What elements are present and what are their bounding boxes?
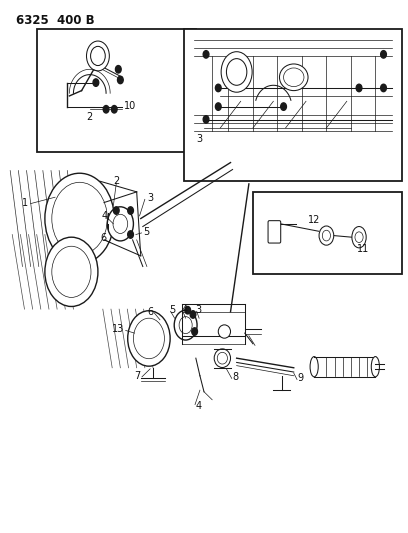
Bar	[253, 192, 402, 274]
Circle shape	[203, 116, 209, 123]
Circle shape	[128, 231, 133, 238]
Circle shape	[226, 59, 247, 85]
Text: 4: 4	[102, 211, 108, 221]
Circle shape	[215, 103, 221, 110]
Circle shape	[185, 306, 191, 314]
Text: 3: 3	[195, 305, 201, 315]
Text: 1: 1	[22, 198, 29, 207]
Text: 7: 7	[135, 371, 141, 381]
Text: 6: 6	[147, 307, 153, 317]
Circle shape	[111, 106, 117, 113]
Circle shape	[190, 311, 196, 318]
Text: 3: 3	[196, 134, 202, 144]
Text: 10: 10	[124, 101, 137, 110]
Circle shape	[113, 207, 119, 214]
Text: 11: 11	[357, 245, 369, 254]
Circle shape	[91, 46, 105, 66]
Circle shape	[107, 207, 133, 241]
Circle shape	[192, 328, 197, 335]
Circle shape	[221, 52, 252, 92]
Circle shape	[45, 237, 98, 306]
Text: 6325  400 B: 6325 400 B	[16, 14, 95, 27]
Circle shape	[115, 66, 121, 73]
Ellipse shape	[310, 357, 318, 377]
Circle shape	[319, 226, 334, 245]
Text: 12: 12	[308, 215, 320, 224]
Text: 6: 6	[100, 233, 106, 243]
Text: 13: 13	[112, 325, 124, 334]
Circle shape	[118, 76, 123, 84]
Circle shape	[93, 79, 99, 86]
Circle shape	[281, 103, 286, 110]
Bar	[184, 29, 402, 181]
Text: 4: 4	[182, 305, 188, 315]
Circle shape	[355, 232, 363, 243]
Circle shape	[128, 311, 170, 366]
Circle shape	[113, 214, 128, 233]
Circle shape	[322, 230, 330, 241]
Text: 5: 5	[169, 305, 175, 315]
Ellipse shape	[352, 227, 366, 248]
Circle shape	[215, 84, 221, 92]
Text: 2: 2	[86, 112, 93, 122]
Text: 8: 8	[233, 373, 239, 382]
Circle shape	[381, 51, 386, 58]
Circle shape	[45, 173, 114, 264]
Ellipse shape	[218, 325, 231, 338]
Text: 3: 3	[147, 193, 153, 203]
Circle shape	[86, 41, 109, 71]
Circle shape	[381, 84, 386, 92]
Text: 4: 4	[196, 401, 202, 411]
Circle shape	[174, 310, 197, 340]
Ellipse shape	[217, 352, 228, 364]
Circle shape	[128, 207, 133, 214]
Text: 5: 5	[143, 227, 149, 237]
FancyBboxPatch shape	[268, 221, 281, 243]
Circle shape	[356, 84, 362, 92]
Ellipse shape	[279, 64, 308, 91]
Ellipse shape	[371, 357, 379, 377]
Circle shape	[179, 317, 192, 334]
Circle shape	[52, 246, 91, 297]
Ellipse shape	[284, 68, 304, 86]
Text: 9: 9	[298, 374, 304, 383]
Circle shape	[203, 51, 209, 58]
Bar	[314, 357, 396, 377]
Circle shape	[103, 106, 109, 113]
Ellipse shape	[214, 349, 231, 368]
Circle shape	[52, 182, 107, 255]
Text: 2: 2	[113, 176, 120, 186]
Bar	[37, 29, 196, 152]
Circle shape	[133, 318, 164, 359]
